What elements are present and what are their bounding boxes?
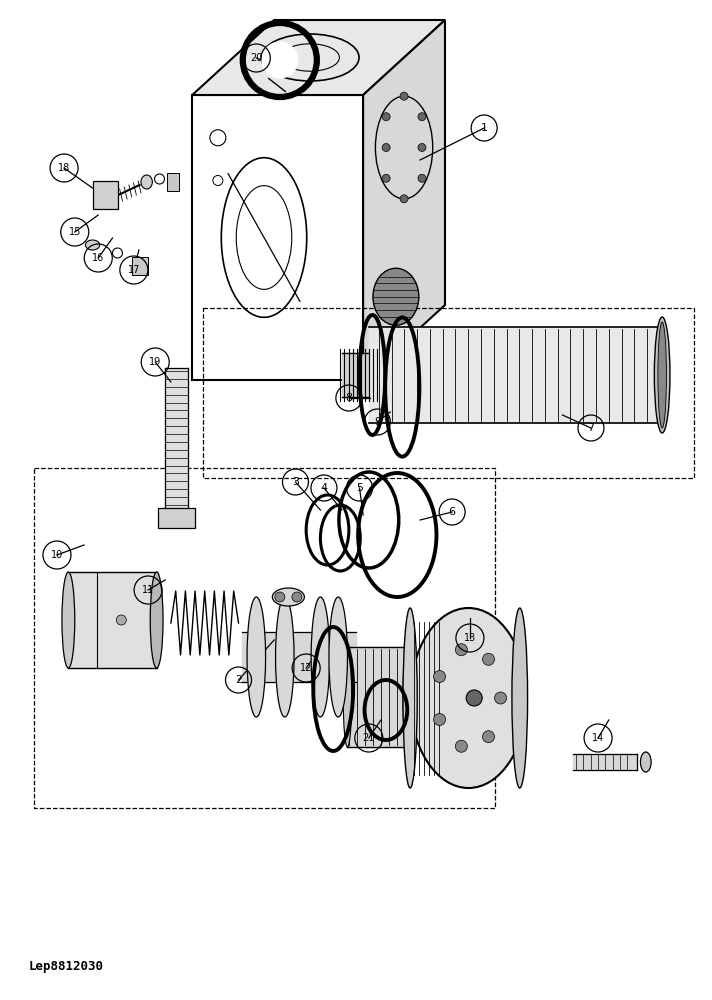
Circle shape xyxy=(483,653,495,665)
Ellipse shape xyxy=(403,608,417,788)
Ellipse shape xyxy=(272,588,304,606)
Text: 18: 18 xyxy=(58,163,70,173)
Text: 14: 14 xyxy=(592,733,604,743)
Circle shape xyxy=(466,690,482,706)
Ellipse shape xyxy=(150,572,163,668)
Ellipse shape xyxy=(641,752,651,772)
FancyBboxPatch shape xyxy=(167,173,179,191)
Circle shape xyxy=(434,713,446,725)
Text: 5: 5 xyxy=(356,483,363,493)
Polygon shape xyxy=(192,95,363,380)
Text: 1: 1 xyxy=(481,123,488,133)
Ellipse shape xyxy=(373,268,419,325)
Text: 3: 3 xyxy=(292,477,299,487)
Circle shape xyxy=(400,195,408,203)
Ellipse shape xyxy=(329,597,347,717)
Ellipse shape xyxy=(403,647,412,747)
FancyBboxPatch shape xyxy=(132,257,148,275)
Ellipse shape xyxy=(512,608,528,788)
Text: 16: 16 xyxy=(92,253,105,263)
Text: 17: 17 xyxy=(127,265,140,275)
Circle shape xyxy=(434,671,446,683)
Ellipse shape xyxy=(276,597,294,717)
Ellipse shape xyxy=(62,572,75,668)
Circle shape xyxy=(495,692,507,704)
Circle shape xyxy=(456,740,467,752)
Circle shape xyxy=(382,174,390,182)
Text: 4: 4 xyxy=(320,483,328,493)
Ellipse shape xyxy=(410,608,527,788)
Circle shape xyxy=(483,731,495,743)
Polygon shape xyxy=(363,20,445,380)
Text: 19: 19 xyxy=(149,357,162,367)
FancyBboxPatch shape xyxy=(158,508,195,528)
Ellipse shape xyxy=(141,175,152,189)
FancyBboxPatch shape xyxy=(93,181,118,209)
Ellipse shape xyxy=(654,317,670,433)
Text: 20: 20 xyxy=(250,53,263,63)
Text: 8: 8 xyxy=(345,393,352,403)
Text: 7: 7 xyxy=(587,423,595,433)
Ellipse shape xyxy=(658,322,666,428)
Ellipse shape xyxy=(85,240,100,250)
Circle shape xyxy=(155,174,164,184)
Text: 15: 15 xyxy=(68,227,81,237)
Circle shape xyxy=(382,113,390,121)
Circle shape xyxy=(400,92,408,100)
Circle shape xyxy=(275,592,285,602)
Ellipse shape xyxy=(261,41,298,79)
Circle shape xyxy=(382,143,390,151)
Circle shape xyxy=(112,248,122,258)
Text: 12: 12 xyxy=(300,663,313,673)
Text: Lep8812030: Lep8812030 xyxy=(28,960,103,973)
Text: 2: 2 xyxy=(235,675,242,685)
Circle shape xyxy=(292,592,302,602)
Circle shape xyxy=(418,113,426,121)
Text: 21: 21 xyxy=(362,733,375,743)
Ellipse shape xyxy=(343,647,352,747)
Text: 6: 6 xyxy=(449,507,456,517)
Circle shape xyxy=(418,174,426,182)
Ellipse shape xyxy=(247,597,266,717)
Ellipse shape xyxy=(311,597,330,717)
Text: 13: 13 xyxy=(464,633,476,643)
Text: 10: 10 xyxy=(51,550,63,560)
Text: 11: 11 xyxy=(142,585,155,595)
Circle shape xyxy=(116,615,126,625)
Text: 9: 9 xyxy=(374,417,381,427)
Circle shape xyxy=(456,644,467,656)
Circle shape xyxy=(418,143,426,151)
Polygon shape xyxy=(192,20,445,95)
